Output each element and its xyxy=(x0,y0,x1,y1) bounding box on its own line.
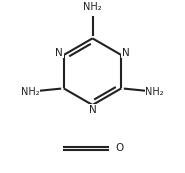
Text: N: N xyxy=(122,48,130,58)
Text: NH₂: NH₂ xyxy=(145,87,164,97)
Text: N: N xyxy=(89,105,96,115)
Text: NH₂: NH₂ xyxy=(83,2,102,12)
Text: N: N xyxy=(56,48,63,58)
Text: O: O xyxy=(116,143,124,153)
Text: NH₂: NH₂ xyxy=(21,87,40,97)
